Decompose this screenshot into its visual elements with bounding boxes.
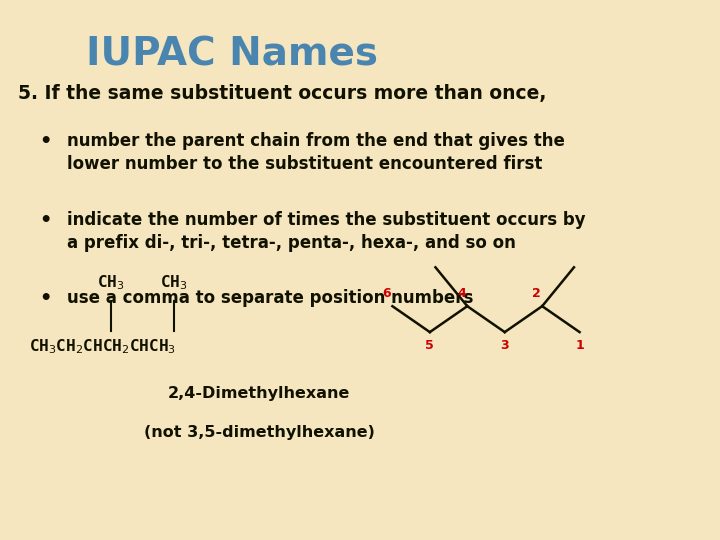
Text: •: •: [40, 132, 52, 151]
Text: 4: 4: [457, 287, 466, 300]
Text: number the parent chain from the end that gives the
lower number to the substitu: number the parent chain from the end tha…: [67, 132, 564, 173]
Text: use a comma to separate position numbers: use a comma to separate position numbers: [67, 289, 473, 307]
Text: •: •: [40, 289, 52, 308]
Text: CH$_3$: CH$_3$: [97, 273, 125, 292]
Text: CH$_3$CH$_2$CHCH$_2$CHCH$_3$: CH$_3$CH$_2$CHCH$_2$CHCH$_3$: [29, 338, 176, 356]
Text: 1: 1: [575, 339, 584, 352]
Text: IUPAC Names: IUPAC Names: [86, 35, 379, 73]
Text: •: •: [40, 211, 52, 229]
Text: indicate the number of times the substituent occurs by
a prefix di-, tri-, tetra: indicate the number of times the substit…: [67, 211, 585, 252]
Text: 3: 3: [500, 339, 509, 352]
Text: 5. If the same substituent occurs more than once,: 5. If the same substituent occurs more t…: [18, 84, 546, 103]
Text: 6: 6: [382, 287, 391, 300]
Text: 2: 2: [532, 287, 541, 300]
Text: (not 3,5-dimethylhexane): (not 3,5-dimethylhexane): [144, 425, 374, 440]
Text: 2,4-Dimethylhexane: 2,4-Dimethylhexane: [168, 386, 351, 401]
Text: CH$_3$: CH$_3$: [160, 273, 187, 292]
Text: 5: 5: [426, 339, 434, 352]
